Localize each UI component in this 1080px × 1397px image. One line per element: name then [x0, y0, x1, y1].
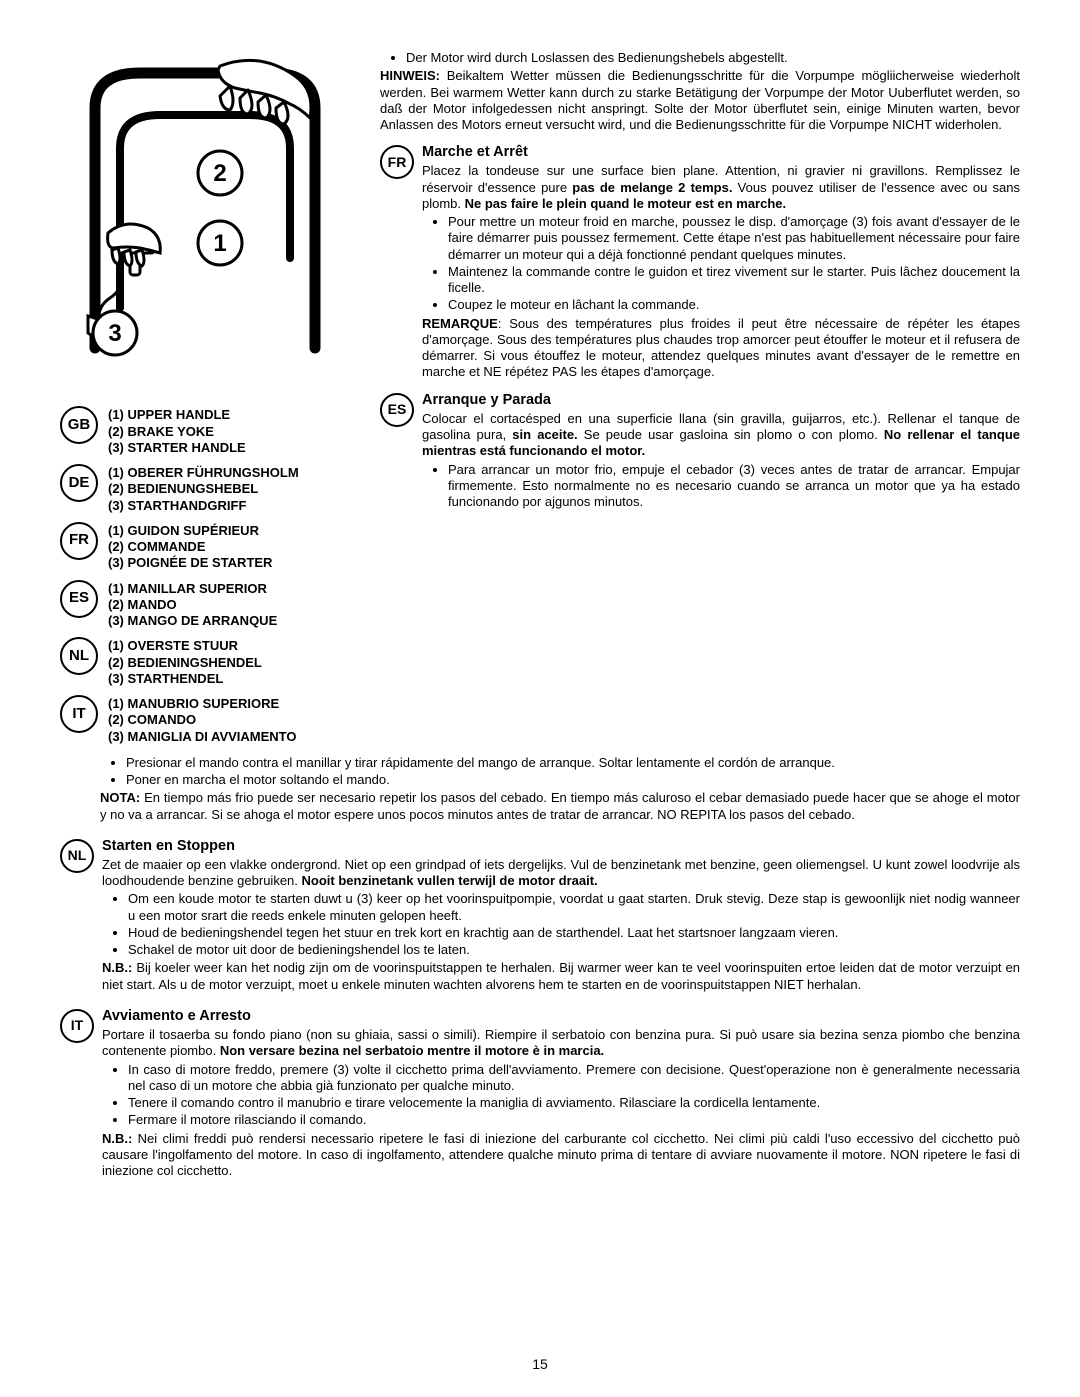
top-region: 1 2 3 GB (1) UPPER HANDLE (2) BRAKE YOKE…: [60, 48, 1020, 753]
right-column: Der Motor wird durch Loslassen des Bedie…: [380, 48, 1020, 512]
de-hinweis: HINWEIS: Beikaltem Wetter müssen die Bed…: [380, 68, 1020, 133]
badge-it: IT: [60, 695, 98, 733]
legend-it: IT (1) MANUBRIO SUPERIORE (2) COMANDO (3…: [60, 695, 360, 745]
left-column: 1 2 3 GB (1) UPPER HANDLE (2) BRAKE YOKE…: [60, 48, 360, 753]
fr-remarque: REMARQUE: Sous des températures plus fro…: [422, 316, 1020, 381]
legend-gb: GB (1) UPPER HANDLE (2) BRAKE YOKE (3) S…: [60, 406, 360, 456]
es-section-top: ES Arranque y Parada Colocar el cortacés…: [380, 391, 1020, 513]
it-bullets: In caso di motore freddo, premere (3) vo…: [102, 1062, 1020, 1129]
it-intro: Portare il tosaerba su fondo piano (non …: [102, 1027, 1020, 1060]
badge-de: DE: [60, 464, 98, 502]
it-title: Avviamento e Arresto: [102, 1007, 1020, 1025]
nl-section: NL Starten en Stoppen Zet de maaier op e…: [60, 837, 1020, 993]
it-section: IT Avviamento e Arresto Portare il tosae…: [60, 1007, 1020, 1179]
de-top-bullet-list: Der Motor wird durch Loslassen des Bedie…: [380, 50, 1020, 66]
callout-3: 3: [108, 320, 121, 347]
fr-bullets: Pour mettre un moteur froid en marche, p…: [422, 214, 1020, 314]
callout-1: 1: [213, 230, 226, 257]
it-badge: IT: [60, 1009, 94, 1043]
badge-es: ES: [60, 580, 98, 618]
legend-de: DE (1) OBERER FÜHRUNGSHOLM (2) BEDIENUNG…: [60, 464, 360, 514]
es-bullets-right: Para arrancar un motor frio, empuje el c…: [422, 462, 1020, 511]
legend-nl: NL (1) OVERSTE STUUR (2) BEDIENINGSHENDE…: [60, 637, 360, 687]
nl-bullets: Om een koude motor te starten duwt u (3)…: [102, 891, 1020, 958]
legend-es: ES (1) MANILLAR SUPERIOR (2) MANDO (3) M…: [60, 580, 360, 630]
it-nb: N.B.: Nei climi freddi può rendersi nece…: [102, 1131, 1020, 1180]
nl-title: Starten en Stoppen: [102, 837, 1020, 855]
fr-title: Marche et Arrêt: [422, 143, 1020, 161]
de-top-section: Der Motor wird durch Loslassen des Bedie…: [380, 50, 1020, 133]
manual-page: 1 2 3 GB (1) UPPER HANDLE (2) BRAKE YOKE…: [0, 0, 1080, 1397]
es-intro: Colocar el cortacésped en una superficie…: [422, 411, 1020, 460]
es-nota: NOTA: En tiempo más frio puede ser neces…: [100, 790, 1020, 823]
badge-fr: FR: [60, 522, 98, 560]
es-badge: ES: [380, 393, 414, 427]
es-bullets-full: Presionar el mando contra el manillar y …: [100, 755, 1020, 789]
badge-nl: NL: [60, 637, 98, 675]
de-top-bullet: Der Motor wird durch Loslassen des Bedie…: [406, 50, 1020, 66]
fr-section: FR Marche et Arrêt Placez la tondeuse su…: [380, 143, 1020, 380]
nl-nb: N.B.: Bij koeler weer kan het nodig zijn…: [102, 960, 1020, 993]
fr-intro: Placez la tondeuse sur une surface bien …: [422, 163, 1020, 212]
es-title: Arranque y Parada: [422, 391, 1020, 409]
legend-fr: FR (1) GUIDON SUPÉRIEUR (2) COMMANDE (3)…: [60, 522, 360, 572]
es-section-full: Presionar el mando contra el manillar y …: [100, 755, 1020, 823]
badge-gb: GB: [60, 406, 98, 444]
fr-badge: FR: [380, 145, 414, 179]
page-number: 15: [0, 1356, 1080, 1374]
nl-badge: NL: [60, 839, 94, 873]
parts-diagram: 1 2 3: [70, 48, 330, 388]
callout-2: 2: [213, 160, 226, 187]
nl-intro: Zet de maaier op een vlakke ondergrond. …: [102, 857, 1020, 890]
